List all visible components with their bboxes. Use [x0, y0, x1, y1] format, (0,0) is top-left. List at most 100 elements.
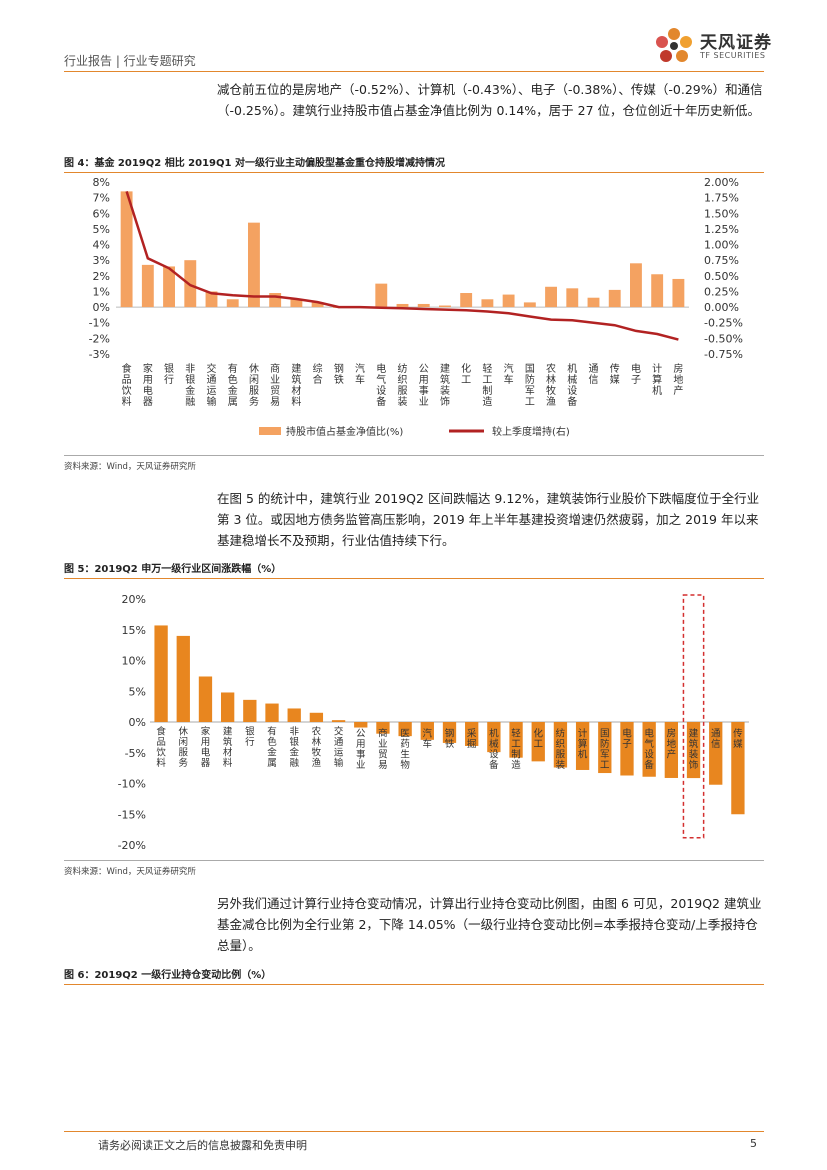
x-category-label: 建筑装饰 — [689, 728, 699, 772]
x-category-label: 轻工制造 — [482, 362, 492, 408]
bar-return — [531, 722, 545, 762]
y-right-tick-label: 1.00% — [704, 239, 739, 252]
y-right-tick-label: -0.50% — [704, 332, 743, 345]
bar-return — [376, 722, 390, 734]
x-category-label: 建筑装饰 — [440, 362, 450, 408]
y-left-tick-label: -1% — [89, 317, 110, 330]
bar-return — [265, 703, 279, 722]
x-category-label: 电子 — [622, 728, 632, 751]
y-tick-label: 0% — [129, 716, 146, 729]
x-category-label: 交通运输 — [334, 726, 344, 770]
x-category-label: 轻工制造 — [511, 728, 521, 772]
bar-return — [176, 635, 190, 722]
x-category-label: 农林牧渔 — [546, 362, 556, 408]
y-right-tick-label: -0.75% — [704, 348, 743, 361]
bar-return — [709, 722, 723, 785]
x-category-label: 交通运输 — [207, 362, 217, 408]
bar-return — [309, 712, 324, 722]
bar-holding-ratio — [460, 293, 473, 308]
bar-return — [465, 722, 479, 746]
bar-return — [731, 722, 745, 815]
x-category-label: 建筑材料 — [223, 726, 233, 770]
bar-return — [287, 708, 301, 722]
paragraph-1: 减仓前五位的是房地产（-0.52%）、计算机（-0.43%）、电子（-0.38%… — [217, 82, 763, 118]
bar-return — [354, 722, 368, 728]
bar-return — [198, 676, 213, 722]
bar-holding-ratio — [141, 264, 154, 308]
y-tick-label: -10% — [118, 778, 146, 791]
x-category-label: 采掘 — [467, 729, 477, 751]
x-category-label: 钢铁 — [445, 728, 455, 751]
bar-holding-ratio — [630, 263, 642, 308]
bar-return — [220, 692, 235, 722]
footer-disclaimer: 请务必阅读正文之后的信息披露和免责申明 — [98, 1139, 307, 1152]
x-category-label: 银行 — [245, 726, 255, 749]
paragraph-2: 在图 5 的统计中，建筑行业 2019Q2 区间跌幅达 9.12%，建筑装饰行业… — [217, 491, 760, 548]
x-category-label: 计算机 — [652, 362, 662, 397]
x-category-label: 钢铁 — [334, 362, 344, 386]
y-left-tick-label: 7% — [93, 192, 110, 205]
y-right-tick-label: 1.50% — [704, 207, 739, 220]
figure-6-title: 图 6：2019Q2 一级行业持仓变动比例（%） — [64, 966, 764, 985]
line-qoq-change — [125, 191, 679, 341]
bar-return — [575, 722, 590, 770]
bar-return — [331, 720, 346, 722]
page-number: 5 — [750, 1137, 757, 1150]
bar-holding-ratio — [417, 303, 430, 308]
y-left-tick-label: -3% — [89, 348, 110, 361]
bar-holding-ratio — [226, 299, 239, 308]
bar-holding-ratio — [502, 294, 515, 308]
x-category-label: 休闲服务 — [179, 726, 189, 770]
logo-flower-icon — [656, 28, 692, 62]
bar-holding-ratio — [269, 293, 282, 308]
x-category-label: 家用电器 — [201, 726, 211, 770]
y-right-tick-label: 1.75% — [704, 192, 739, 205]
figure-4-title: 图 4：基金 2019Q2 相比 2019Q1 对一级行业主动偏股型基金重仓持股… — [64, 154, 764, 173]
logo-text-en: TF SECURITIES — [700, 51, 766, 60]
bar-return — [442, 722, 457, 743]
x-category-label: 机械设备 — [489, 728, 499, 772]
x-category-label: 国防军工 — [525, 363, 535, 408]
bar-return — [154, 625, 168, 722]
paragraph-3: 另外我们通过计算行业持仓变动情况，计算出行业持仓变动比例图，由图 6 可见，20… — [217, 896, 762, 953]
figure-4-source: 资料来源：Wind，天风证券研究所 — [64, 455, 764, 472]
y-left-tick-label: 2% — [93, 270, 110, 283]
header-rule — [64, 71, 764, 72]
y-right-tick-label: 0.75% — [704, 254, 739, 267]
x-category-label: 化工 — [461, 362, 471, 386]
x-category-label: 休闲服务 — [249, 363, 259, 408]
y-tick-label: -5% — [125, 747, 146, 760]
bar-return — [398, 722, 412, 737]
x-category-label: 食品饮料 — [156, 726, 166, 770]
bar-holding-ratio — [120, 191, 133, 308]
y-right-tick-label: 1.25% — [704, 223, 739, 236]
x-category-label: 电气设备 — [644, 728, 654, 772]
x-category-label: 汽车 — [355, 362, 365, 386]
x-category-label: 公用事业 — [356, 729, 366, 772]
x-category-label: 汽车 — [504, 362, 514, 386]
x-category-label: 有色金属 — [228, 362, 238, 408]
y-left-tick-label: 8% — [93, 176, 110, 189]
x-category-label: 非银金融 — [185, 363, 195, 408]
bar-holding-ratio — [587, 297, 600, 308]
legend-bar-label: 持股市值占基金净值比(%) — [286, 425, 403, 438]
x-category-label: 电气设备 — [376, 362, 386, 408]
bar-return — [420, 722, 434, 740]
bar-return — [642, 722, 656, 777]
x-category-label: 机械设备 — [567, 362, 577, 408]
x-category-label: 汽车 — [423, 728, 433, 751]
bar-holding-ratio — [205, 291, 218, 308]
x-category-label: 国防军工 — [600, 729, 610, 772]
bar-holding-ratio — [523, 302, 536, 308]
bar-holding-ratio — [311, 302, 324, 308]
bar-return — [243, 699, 257, 722]
figure-5-title: 图 5：2019Q2 申万一级行业区间涨跌幅（%） — [64, 560, 764, 579]
x-category-label: 通信 — [589, 363, 599, 386]
x-category-label: 纺织服装 — [556, 728, 566, 772]
x-category-label: 房地产 — [667, 728, 677, 761]
bar-return — [487, 722, 501, 753]
bar-holding-ratio — [396, 303, 409, 308]
x-category-label: 非银金融 — [289, 726, 299, 770]
y-left-tick-label: -2% — [89, 332, 110, 345]
x-category-label: 建筑材料 — [291, 362, 301, 408]
